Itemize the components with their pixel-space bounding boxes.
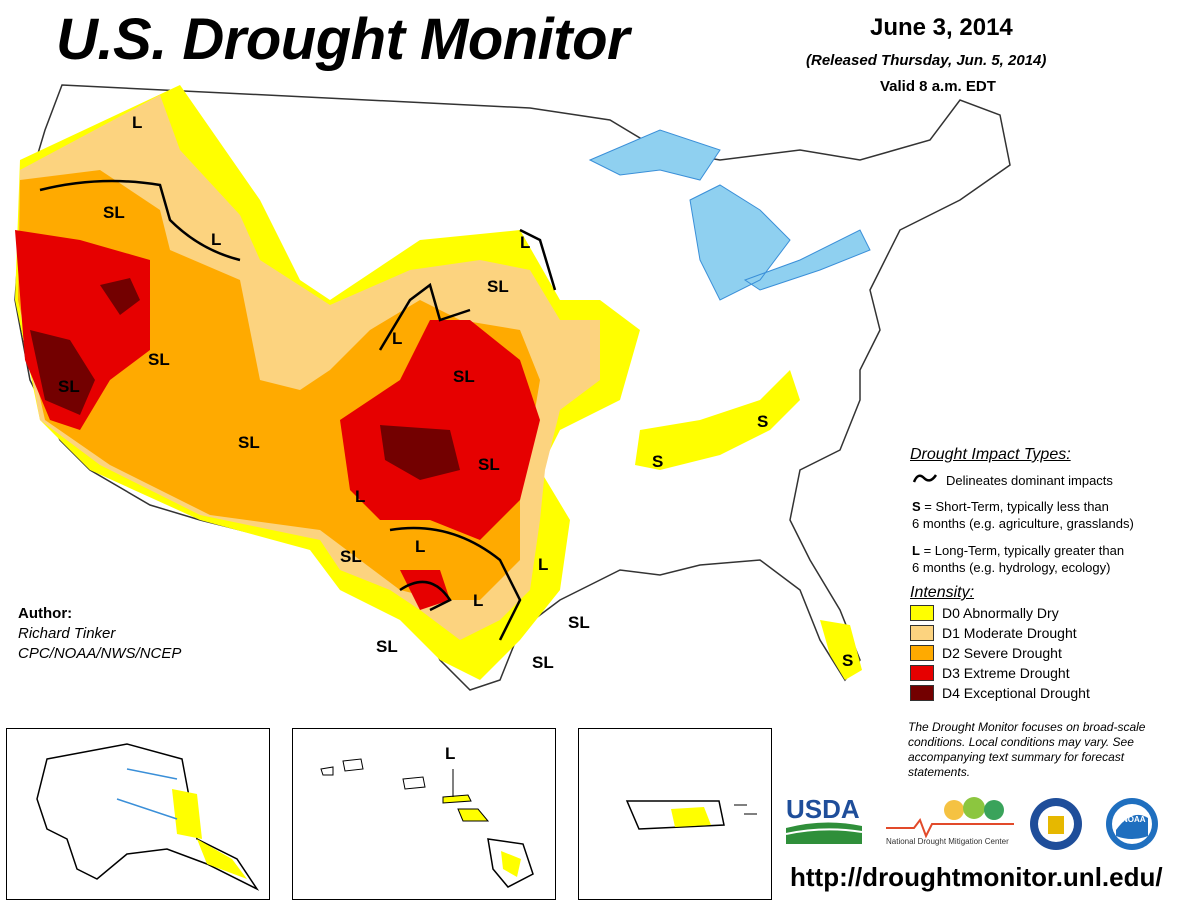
legend-label: D0 Abnormally Dry (942, 605, 1059, 621)
legend-label: D2 Severe Drought (942, 645, 1062, 661)
impact-legend-title: Drought Impact Types: (910, 446, 1071, 463)
website-link[interactable]: http://droughtmonitor.unl.edu/ (790, 862, 1163, 892)
svg-text:USDA: USDA (786, 794, 860, 824)
label-l: L (445, 744, 455, 763)
d3-texas-south (400, 570, 450, 610)
map-date: June 3, 2014 (870, 14, 1013, 41)
usda-logo: USDA (785, 794, 863, 844)
label-sl: SL (478, 455, 500, 474)
legend-item-d3: D3 Extreme Drought (910, 664, 1070, 682)
d2-swatch (910, 645, 934, 661)
label-sl: SL (568, 613, 590, 632)
label-sl: SL (532, 653, 554, 672)
d0-swatch (910, 605, 934, 621)
label-l: L (520, 233, 530, 252)
d4-panhandle (380, 425, 460, 480)
valid-time: Valid 8 a.m. EDT (880, 78, 996, 95)
legend-label: D1 Moderate Drought (942, 625, 1077, 641)
legend-item-d4: D4 Exceptional Drought (910, 684, 1090, 702)
impact-boundary-tx (389, 526, 522, 641)
commerce-seal-icon (1030, 798, 1082, 850)
release-date: (Released Thursday, Jun. 5, 2014) (806, 52, 1047, 69)
d3-swatch (910, 665, 934, 681)
author-name: Richard Tinker (18, 625, 116, 642)
label-sl: SL (148, 350, 170, 369)
label-l: L (415, 537, 425, 556)
label-sl: SL (376, 637, 398, 656)
puerto-rico-inset (578, 728, 772, 900)
d4-california (30, 330, 95, 415)
label-s: S (842, 651, 853, 670)
label-sl: SL (103, 203, 125, 222)
author-org: CPC/NOAA/NWS/NCEP (18, 645, 182, 662)
legend-label: D3 Extreme Drought (942, 665, 1070, 681)
impact-boundary-nw (39, 179, 241, 262)
alaska-inset (6, 728, 270, 900)
author-block: Author: Richard Tinker CPC/NOAA/NWS/NCEP (18, 604, 181, 664)
label-sl: SL (238, 433, 260, 452)
label-sl: SL (487, 277, 509, 296)
legend-item-d0: D0 Abnormally Dry (910, 604, 1059, 622)
long-term-key: L (912, 543, 920, 558)
legend-item-d1: D1 Moderate Drought (910, 624, 1077, 642)
alaska-map (36, 743, 260, 891)
impact-delineates: Delineates dominant impacts (946, 473, 1113, 488)
ndmc-logo: National Drought Mitigation Center (886, 797, 1014, 846)
intensity-legend-title: Intensity: (910, 584, 975, 601)
great-lakes (588, 129, 871, 301)
label-l: L (392, 329, 402, 348)
short-term-text2: 6 months (e.g. agriculture, grasslands) (912, 516, 1134, 531)
svg-text:National Drought Mitigation Ce: National Drought Mitigation Center (886, 837, 1009, 846)
label-l: L (132, 113, 142, 132)
author-label: Author: (18, 605, 73, 622)
page-title: U.S. Drought Monitor (56, 7, 630, 72)
impact-line-icon (912, 474, 938, 483)
d1-swatch (910, 625, 934, 641)
hawaii-inset: L (292, 728, 556, 900)
d0-tennessee (635, 370, 800, 470)
disclaimer-note: The Drought Monitor focuses on broad-sca… (908, 720, 1146, 779)
label-l: L (211, 230, 221, 249)
svg-text:NOAA: NOAA (1122, 815, 1146, 824)
short-term-text: = Short-Term, typically less than (924, 499, 1109, 514)
label-l: L (355, 487, 365, 506)
long-term-text: = Long-Term, typically greater than (923, 543, 1125, 558)
noaa-logo: NOAA (1106, 798, 1158, 850)
legend-label: D4 Exceptional Drought (942, 685, 1090, 701)
d4-nevada (100, 278, 140, 315)
label-s: S (757, 412, 768, 431)
hawaii-map: L (320, 744, 534, 888)
puerto-rico-map (625, 800, 757, 830)
label-l: L (538, 555, 548, 574)
label-sl: SL (340, 547, 362, 566)
long-term-text2: 6 months (e.g. hydrology, ecology) (912, 560, 1111, 575)
label-s: S (652, 452, 663, 471)
d0-florida (820, 620, 862, 680)
label-sl: SL (453, 367, 475, 386)
label-l: L (473, 591, 483, 610)
legend-item-d2: D2 Severe Drought (910, 644, 1062, 662)
d4-swatch (910, 685, 934, 701)
label-sl: SL (58, 377, 80, 396)
impact-boundary-plains (378, 228, 557, 351)
short-term-key: S (912, 499, 921, 514)
